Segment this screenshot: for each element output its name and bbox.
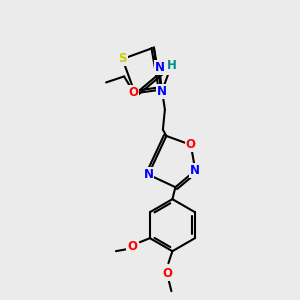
Text: N: N — [143, 168, 153, 181]
Text: O: O — [186, 138, 196, 152]
Text: N: N — [190, 164, 200, 177]
Text: S: S — [118, 52, 127, 65]
Text: N: N — [155, 61, 165, 74]
Text: O: O — [162, 267, 172, 280]
Text: O: O — [128, 86, 138, 99]
Text: H: H — [167, 59, 177, 72]
Text: O: O — [127, 240, 137, 253]
Text: N: N — [157, 85, 167, 98]
Text: N: N — [166, 61, 176, 74]
